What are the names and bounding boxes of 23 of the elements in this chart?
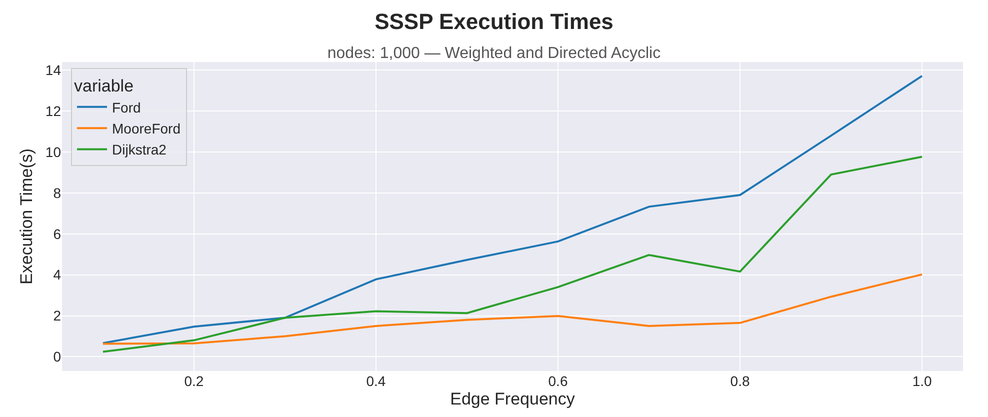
x-tick-label: 0.8 xyxy=(730,373,750,389)
legend-label: MooreFord xyxy=(112,120,180,137)
y-tick-label: 0 xyxy=(53,348,62,365)
x-tick-label: 0.4 xyxy=(366,373,386,389)
x-tick-label: 0.6 xyxy=(548,373,568,389)
y-tick-label: 2 xyxy=(53,308,62,324)
x-axis-title: Edge Frequency xyxy=(450,389,576,408)
line-series xyxy=(102,273,924,345)
y-tick-label: 14 xyxy=(45,62,62,78)
y-tick-label: 8 xyxy=(53,184,62,201)
legend-label: Dijkstra2 xyxy=(112,142,167,158)
y-tick-label: 12 xyxy=(45,103,62,120)
x-tick-label: 1.0 xyxy=(912,373,932,389)
legend-title: variable xyxy=(74,76,134,96)
legend-label: Ford xyxy=(112,99,141,116)
chart-subtitle: nodes: 1,000 — Weighted and Directed Acyclic xyxy=(327,44,661,62)
y-axis-title: Execution Time(s) xyxy=(16,148,36,285)
x-tick-label: 0.2 xyxy=(184,373,204,389)
chart-title: SSSP Execution Times xyxy=(374,9,614,34)
y-tick-label: 10 xyxy=(45,144,62,160)
y-tick-label: 6 xyxy=(53,226,62,242)
line-series xyxy=(102,156,924,353)
y-tick-label: 4 xyxy=(53,266,62,283)
